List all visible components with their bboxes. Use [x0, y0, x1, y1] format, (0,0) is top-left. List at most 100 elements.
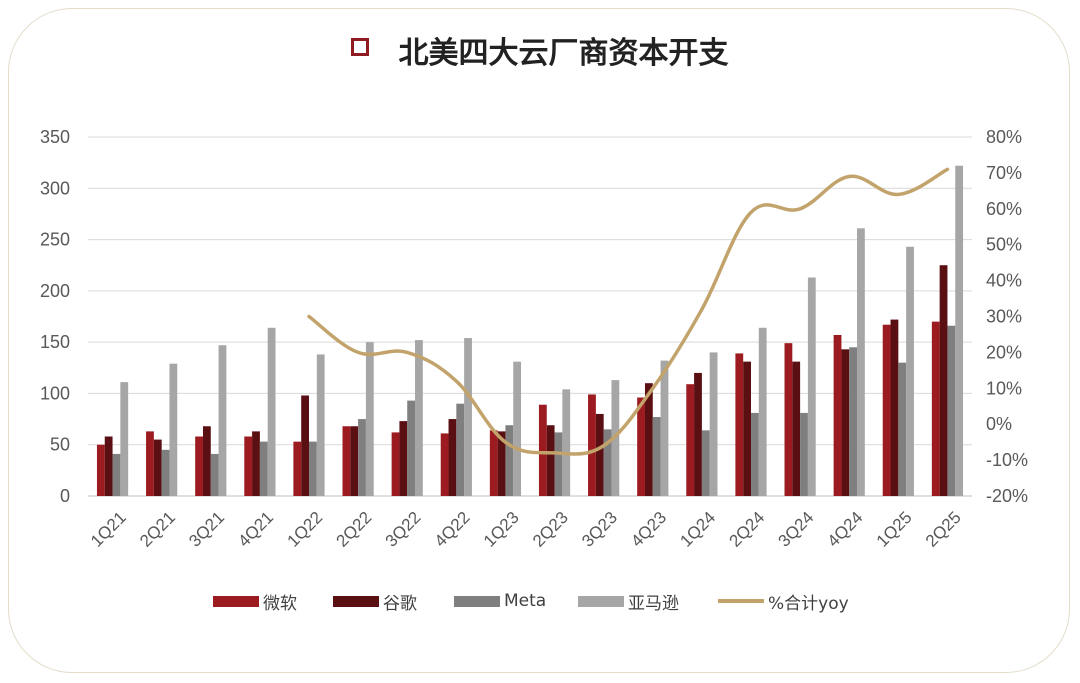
bar-microsoft: [588, 394, 596, 496]
legend-line-total-yoy: [718, 599, 764, 603]
bar-microsoft: [293, 441, 302, 496]
bar-meta: [751, 412, 759, 496]
bar-amazon: [316, 354, 325, 496]
y2-tick-label: -10%: [986, 450, 1028, 470]
bar-meta: [161, 449, 170, 496]
bar-google: [350, 426, 359, 496]
y2-tick-label: 0%: [986, 414, 1012, 434]
legend-label-google: 谷歌: [383, 593, 417, 614]
y2-tick-label: 70%: [986, 163, 1022, 183]
bar-google: [595, 413, 604, 496]
x-tick-label: 2Q25: [922, 508, 965, 551]
bar-meta: [309, 441, 317, 496]
bar-google: [202, 426, 211, 496]
x-tick-label: 1Q23: [480, 508, 523, 551]
bar-meta: [652, 417, 661, 496]
x-tick-label: 2Q24: [725, 508, 768, 551]
y2-tick-label: 20%: [986, 342, 1022, 362]
y2-tick-label: 50%: [986, 235, 1022, 255]
bar-amazon: [562, 389, 571, 496]
bar-microsoft: [833, 334, 842, 496]
bar-google: [399, 421, 408, 496]
x-tick-label: 3Q21: [185, 508, 228, 551]
x-tick-label: 2Q22: [333, 508, 376, 551]
title-square-marker: [351, 38, 370, 56]
bar-amazon: [906, 246, 914, 496]
bar-meta: [898, 362, 907, 496]
bar-meta: [259, 441, 268, 496]
legend-swatch-meta: [454, 595, 500, 607]
bar-meta: [407, 400, 416, 496]
x-tick-label: 4Q23: [627, 508, 670, 551]
x-tick-label: 2Q23: [529, 508, 572, 551]
y-tick-label: 300: [40, 178, 70, 198]
bar-google: [939, 265, 948, 496]
x-tick-label: 4Q22: [431, 508, 474, 551]
x-tick-label: 4Q21: [234, 508, 277, 551]
bar-amazon: [365, 342, 374, 496]
legend-label-amazon: 亚马逊: [628, 593, 679, 614]
bar-meta: [358, 419, 366, 496]
bar-meta: [112, 453, 121, 496]
bar-amazon: [857, 228, 865, 496]
legend-item-total-yoy: %合计yoy: [718, 588, 849, 614]
chart-legend: 微软 谷歌 Meta 亚马逊 %合计yoy: [0, 588, 1080, 614]
bar-meta: [505, 425, 514, 496]
legend-swatch-google: [333, 595, 379, 607]
legend-swatch-microsoft: [213, 595, 259, 607]
y2-tick-label: 10%: [986, 378, 1022, 398]
bar-microsoft: [931, 321, 940, 496]
y-tick-label: 350: [40, 127, 70, 147]
bar-amazon: [807, 277, 816, 496]
bar-microsoft: [637, 397, 645, 496]
bar-microsoft: [686, 384, 695, 496]
bar-google: [890, 319, 899, 496]
bar-microsoft: [882, 324, 891, 496]
line-total-yoy: [307, 167, 950, 456]
bar-meta: [701, 430, 710, 496]
y-tick-label: 250: [40, 230, 70, 250]
y2-tick-label: 80%: [986, 127, 1022, 147]
bar-microsoft: [195, 436, 203, 496]
bar-google: [153, 439, 162, 496]
bar-meta: [210, 453, 219, 496]
bar-google: [644, 383, 653, 496]
bar-amazon: [513, 361, 522, 496]
x-tick-label: 1Q25: [873, 508, 916, 551]
bar-microsoft: [342, 426, 351, 496]
bar-google: [301, 395, 309, 496]
legend-item-meta: Meta: [454, 588, 546, 614]
chart-title: 北美四大云厂商资本开支: [398, 36, 729, 71]
bar-amazon: [464, 338, 472, 496]
bar-microsoft: [244, 436, 253, 496]
y-tick-label: 100: [40, 383, 70, 403]
bar-google: [743, 361, 751, 496]
bar-google: [104, 436, 113, 496]
bar-amazon: [955, 165, 964, 496]
bar-microsoft: [440, 433, 449, 496]
bar-meta: [947, 325, 956, 496]
bar-microsoft: [96, 444, 105, 496]
bar-amazon: [660, 360, 669, 496]
legend-swatch-amazon: [578, 595, 624, 607]
y2-tick-label: -20%: [986, 486, 1028, 506]
x-tick-label: 1Q22: [283, 508, 326, 551]
bar-google: [448, 419, 457, 496]
bar-google: [841, 349, 850, 496]
bar-amazon: [267, 327, 276, 496]
legend-item-google: 谷歌: [333, 588, 417, 614]
bar-google: [694, 372, 702, 496]
y2-tick-label: 60%: [986, 199, 1022, 219]
bar-meta: [554, 432, 563, 496]
bar-google: [252, 431, 260, 496]
legend-label-meta: Meta: [504, 591, 547, 611]
y-tick-label: 50: [50, 435, 70, 455]
bar-amazon: [758, 327, 767, 496]
bar-microsoft: [391, 432, 400, 496]
y2-tick-label: 40%: [986, 271, 1022, 291]
y-tick-label: 200: [40, 281, 70, 301]
x-tick-label: 4Q24: [824, 508, 867, 551]
bar-meta: [800, 412, 808, 496]
legend-item-amazon: 亚马逊: [578, 588, 679, 614]
